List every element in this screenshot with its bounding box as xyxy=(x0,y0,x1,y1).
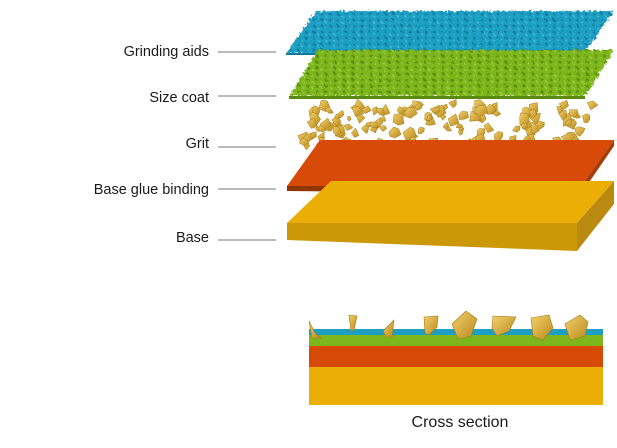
grit-particle xyxy=(379,125,387,132)
grit-particle xyxy=(350,127,360,138)
grit-particle xyxy=(351,106,362,118)
grit-particle xyxy=(474,104,488,118)
grit-particle xyxy=(426,114,433,122)
cross-section-base xyxy=(309,367,603,405)
cross-section-size-coat xyxy=(309,335,603,346)
grit-particle xyxy=(574,126,586,137)
grit-particle xyxy=(520,122,528,129)
grit-particle xyxy=(337,110,345,119)
grit-particle xyxy=(417,126,425,135)
base-layer xyxy=(287,181,614,251)
label-grinding-aids: Grinding aids xyxy=(124,44,209,60)
grit-particle xyxy=(582,113,591,123)
grit-particle xyxy=(346,115,352,122)
grit-particle xyxy=(361,124,369,134)
layer-labels: Grinding aids Size coat Grit Base glue b… xyxy=(94,44,209,246)
grit-particle xyxy=(388,126,402,139)
label-grit: Grit xyxy=(186,136,209,152)
grit-particle xyxy=(324,106,334,114)
leader-lines xyxy=(218,51,276,241)
label-base: Base xyxy=(176,230,209,246)
cross-section-grit xyxy=(308,310,589,341)
grit-particle xyxy=(565,119,572,127)
grit-particle xyxy=(333,125,342,137)
grit-particle xyxy=(458,129,464,136)
grit-particle xyxy=(402,126,417,141)
grit-particle xyxy=(343,123,354,131)
grit-particle xyxy=(483,122,495,134)
grit-particle xyxy=(557,109,568,121)
grit-particle xyxy=(586,100,599,111)
grit-particle xyxy=(569,109,579,119)
grit-particle xyxy=(447,113,460,127)
grit-particle xyxy=(530,121,540,134)
grit-particle xyxy=(512,125,521,133)
grit-particle xyxy=(306,118,318,129)
grit-particle xyxy=(448,99,457,109)
grit-particle xyxy=(558,99,569,111)
grit-particle xyxy=(535,120,545,130)
grit-particle xyxy=(458,111,469,120)
grinding-aids-layer xyxy=(286,11,614,55)
grit-particle xyxy=(442,121,450,130)
size-coat-layer xyxy=(289,50,614,99)
grit-particle xyxy=(317,125,326,133)
grit-particle xyxy=(528,109,538,119)
cross-section-base-glue xyxy=(309,346,603,367)
cross-section-caption: Cross section xyxy=(412,414,509,431)
grit-particle xyxy=(309,131,317,138)
grit-particle xyxy=(432,107,441,114)
grit-particle xyxy=(375,107,386,115)
grit-particle xyxy=(369,121,379,129)
cross-section: Cross section xyxy=(308,310,603,431)
grit-particle xyxy=(392,113,405,126)
grit-particle xyxy=(415,101,423,111)
label-base-glue-binding: Base glue binding xyxy=(94,182,209,198)
grit-particle xyxy=(380,115,387,122)
grit-particle xyxy=(404,106,418,119)
grit-particle xyxy=(361,105,372,114)
grit-particle xyxy=(455,123,463,129)
label-size-coat: Size coat xyxy=(149,90,209,106)
